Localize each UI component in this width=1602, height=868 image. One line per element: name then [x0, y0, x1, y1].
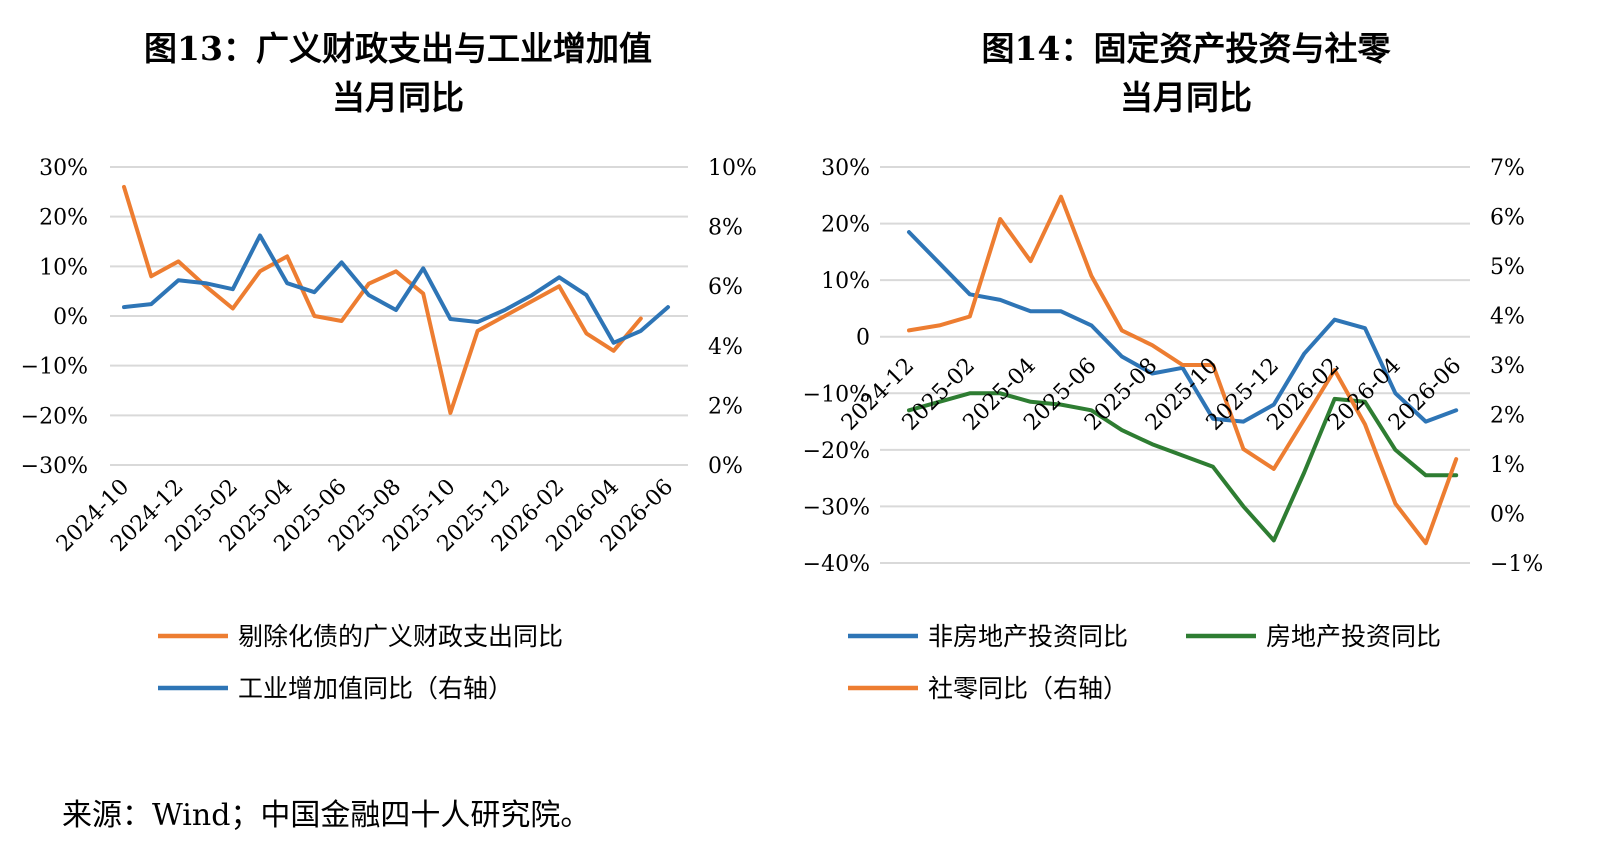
chart-13-title-line-2: 当月同比: [332, 78, 464, 117]
right-axis-tick-label: 4%: [1490, 305, 1525, 330]
chart-13-x-axis: 2024-102024-122025-022025-042025-062025-…: [52, 475, 678, 557]
chart-13-legend: 剔除化债的广义财政支出同比 工业增加值同比（右轴）: [158, 622, 563, 703]
chart-13: 图13：广义财政支出与工业增加值 当月同比 30% 20% 10% 0% −10% −20…: [21, 29, 757, 703]
left-axis-tick-label: −30%: [21, 454, 88, 479]
chart-13-title-line-1: 图13：广义财政支出与工业增加值: [144, 29, 652, 68]
chart-14-x-axis: 2024-122025-022025-042025-062025-082025-…: [837, 353, 1467, 435]
left-axis-tick-label: 10%: [821, 269, 870, 294]
right-axis-tick-label: 7%: [1490, 156, 1525, 181]
right-axis-tick-label: −1%: [1490, 552, 1543, 577]
left-axis-tick-label: 0%: [53, 305, 88, 330]
left-axis-tick-label: 30%: [821, 156, 870, 181]
left-axis-tick-label: 10%: [39, 255, 88, 280]
left-axis-tick-label: 0: [856, 326, 870, 351]
right-axis-tick-label: 2%: [1490, 404, 1525, 429]
chart-14-right-axis: 7% 6% 5% 4% 3% 2% 1% 0% −1%: [1490, 156, 1543, 577]
right-axis-tick-label: 0%: [1490, 503, 1525, 528]
series-line-2: [907, 391, 1459, 543]
left-axis-tick-label: −40%: [803, 552, 870, 577]
right-axis-tick-label: 8%: [708, 216, 743, 241]
chart-13-left-axis: 30% 20% 10% 0% −10% −20% −30%: [21, 156, 88, 479]
series-line-1: [122, 184, 643, 415]
chart-14-title-line-1: 图14：固定资产投资与社零: [982, 29, 1392, 68]
left-axis-tick-label: −20%: [21, 404, 88, 429]
chart-13-gridlines: [110, 166, 688, 466]
left-axis-tick-label: −20%: [803, 439, 870, 464]
right-axis-tick-label: 6%: [1490, 206, 1525, 231]
left-axis-tick-label: −30%: [803, 495, 870, 520]
chart-14-series: [907, 194, 1459, 546]
right-axis-tick-label: 0%: [708, 454, 743, 479]
chart-13-series: [122, 184, 670, 415]
chart-14-title-line-2: 当月同比: [1120, 78, 1252, 117]
left-axis-tick-label: 20%: [39, 206, 88, 231]
series-line-2: [122, 233, 670, 345]
right-axis-tick-label: 5%: [1490, 255, 1525, 280]
right-axis-tick-label: 10%: [708, 156, 757, 181]
right-axis-tick-label: 3%: [1490, 354, 1525, 379]
legend-label-property-investment: 房地产投资同比: [1266, 622, 1441, 651]
chart-14: 图14：固定资产投资与社零 当月同比 30% 20% 10% 0 −10% −20% −30…: [803, 29, 1544, 703]
chart-13-right-axis: 10% 8% 6% 4% 2% 0%: [708, 156, 757, 479]
chart-14-legend: 非房地产投资同比 房地产投资同比 社零同比（右轴）: [848, 622, 1441, 703]
legend-label-industrial-value-added: 工业增加值同比（右轴）: [238, 674, 513, 703]
right-axis-tick-label: 2%: [708, 394, 743, 419]
left-axis-tick-label: −10%: [803, 382, 870, 407]
right-axis-tick-label: 6%: [708, 275, 743, 300]
right-axis-tick-label: 4%: [708, 335, 743, 360]
right-axis-tick-label: 1%: [1490, 453, 1525, 478]
series-line-3: [907, 194, 1459, 546]
source-note: 来源：Wind；中国金融四十人研究院。: [62, 798, 590, 833]
left-axis-tick-label: 20%: [821, 213, 870, 238]
legend-label-retail-sales: 社零同比（右轴）: [928, 674, 1128, 703]
left-axis-tick-label: −10%: [21, 355, 88, 380]
left-axis-tick-label: 30%: [39, 156, 88, 181]
chart-14-gridlines: [880, 166, 1470, 564]
legend-label-non-property-investment: 非房地产投资同比: [928, 622, 1128, 651]
chart-14-left-axis: 30% 20% 10% 0 −10% −20% −30% −40%: [803, 156, 870, 577]
series-line-1: [907, 230, 1459, 424]
legend-label-fiscal-spending: 剔除化债的广义财政支出同比: [238, 622, 563, 651]
